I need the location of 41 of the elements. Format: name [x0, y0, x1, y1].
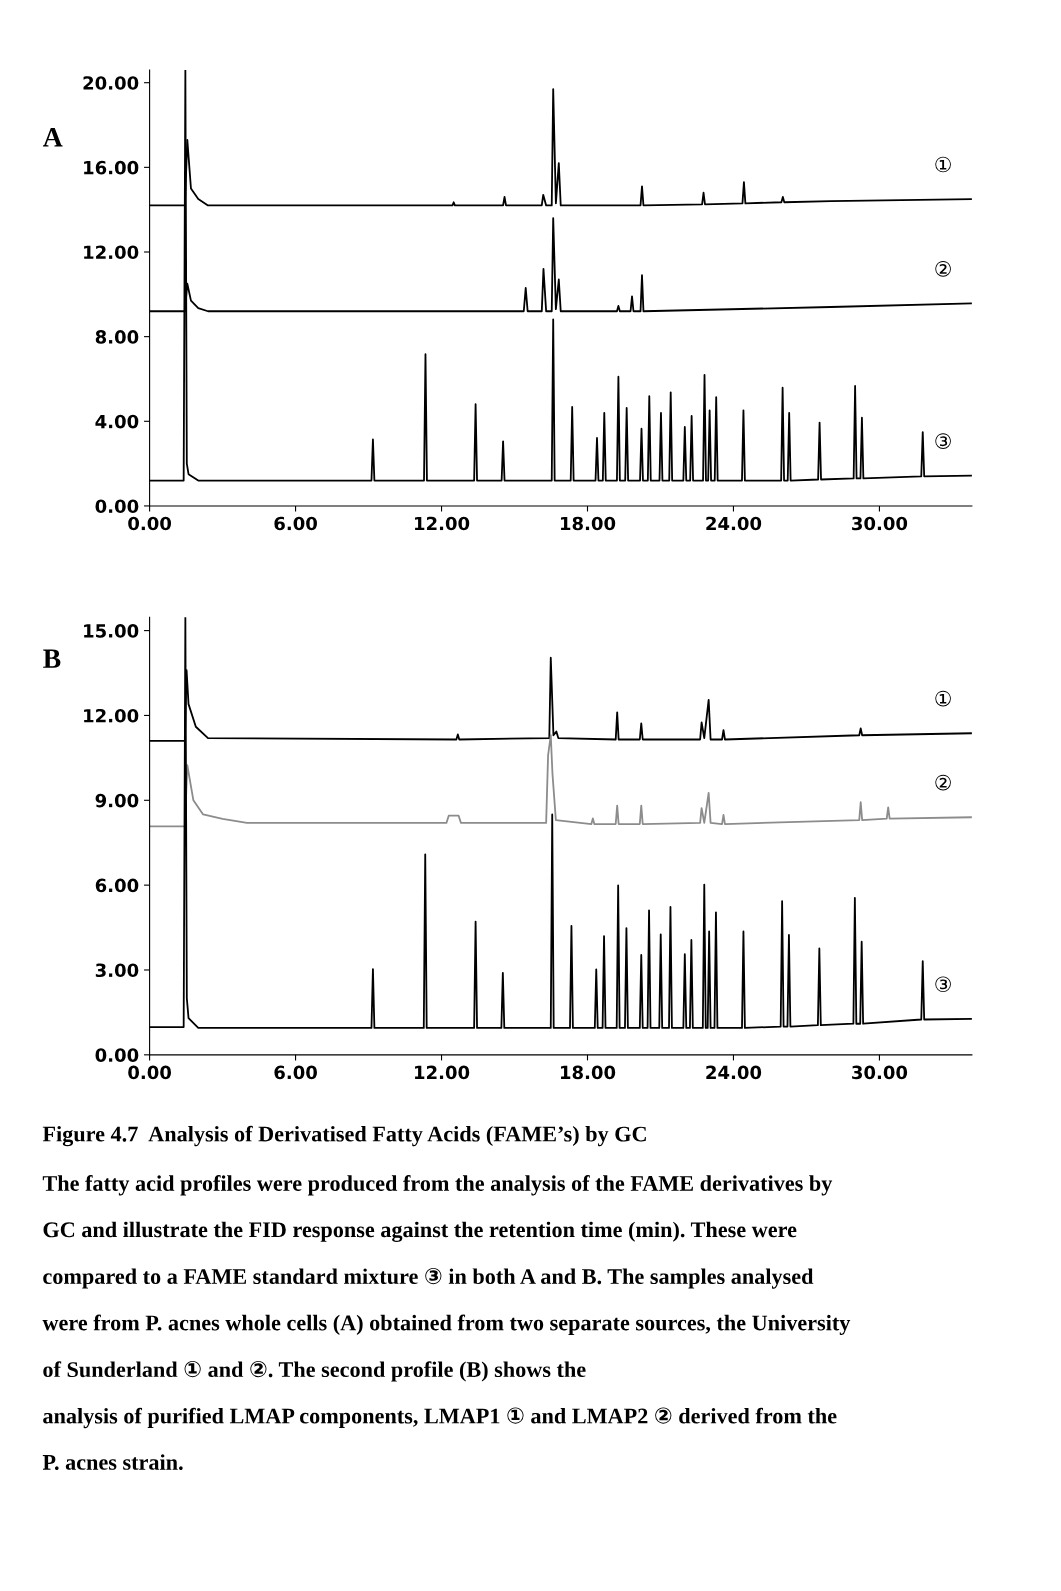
x-tick-label: 18.00 — [560, 516, 616, 531]
series-label: ② — [935, 261, 951, 277]
x-tick-label: 24.00 — [706, 516, 762, 531]
series-label: ③ — [935, 433, 951, 449]
text: The fatty acid profiles were produced from the analysis of the FAME derivatives by — [42, 1175, 833, 1196]
x-tick-label: 0.00 — [128, 1065, 172, 1080]
series-label: ① — [935, 690, 951, 707]
y-tick-label: 3.00 — [95, 963, 139, 978]
text: of Sunderland ① and ②. The second profile (B) shows the — [43, 1360, 586, 1382]
text: were from P. acnes whole cells (A) obtained from two separate sources, the University — [42, 1314, 851, 1336]
y-tick-label: 0.00 — [95, 499, 139, 514]
x-tick-label: 18.00 — [560, 1065, 616, 1080]
series-label: ① — [935, 156, 951, 173]
y-tick-label: 4.00 — [95, 414, 139, 429]
x-tick-label: 12.00 — [415, 516, 470, 531]
y-tick-label: 6.00 — [95, 878, 139, 893]
series-label: ③ — [935, 976, 951, 993]
y-tick-label: 9.00 — [95, 793, 139, 808]
x-tick-label: 6.00 — [274, 516, 317, 531]
x-tick-label: 30.00 — [852, 1065, 908, 1080]
x-tick-label: 12.00 — [415, 1065, 470, 1080]
x-tick-label: 6.00 — [274, 1065, 317, 1080]
text: P. acnes strain. — [42, 1454, 183, 1470]
y-tick-label: 16.00 — [84, 160, 139, 175]
text: A — [42, 128, 63, 147]
text: compared to a FAME standard mixture ③ in both A and B. The samples analysed — [43, 1267, 814, 1289]
y-tick-label: 0.00 — [95, 1048, 139, 1062]
y-tick-label: 20.00 — [83, 76, 139, 90]
text: GC and illustrate the FID response against the retention time (min). These were — [43, 1221, 797, 1242]
y-tick-label: 8.00 — [95, 330, 139, 344]
line-series — [149, 734, 972, 828]
y-tick-label: 15.00 — [84, 624, 139, 638]
y-tick-label: 12.00 — [84, 708, 139, 723]
series-label: ② — [935, 774, 951, 791]
x-tick-label: 0.00 — [128, 516, 172, 531]
text: analysis of purified LMAP components, LMAP1 ① and LMAP2 ② derived from the — [43, 1407, 837, 1429]
x-tick-label: 24.00 — [706, 1065, 762, 1080]
y-tick-label: 12.00 — [84, 245, 139, 260]
caption: Figure 4.7 Analysis of Derivatised Fatty Acids (FAME’s) by GC — [42, 1125, 646, 1147]
x-tick-label: 30.00 — [852, 516, 908, 531]
text: B — [43, 649, 61, 668]
